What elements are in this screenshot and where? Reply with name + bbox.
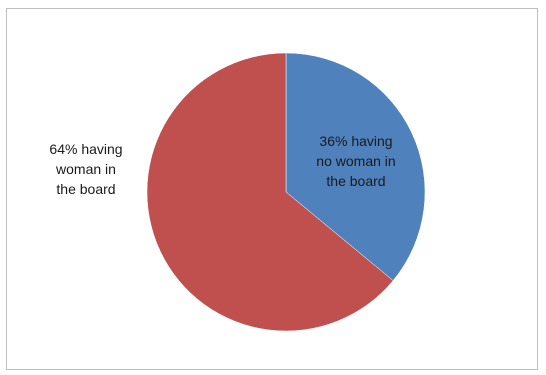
slice-label-line: no woman in bbox=[316, 153, 395, 169]
slice-label-line: 64% having bbox=[49, 141, 122, 157]
slice-label-line: the board bbox=[326, 173, 385, 189]
slice-label-line: 36% having bbox=[319, 133, 392, 149]
slice-label-1: 36% having no woman in the board bbox=[316, 133, 395, 189]
pie-slice-1 bbox=[285, 52, 426, 281]
slice-label-line: woman in bbox=[55, 161, 116, 177]
pie-slice-2 bbox=[146, 52, 394, 332]
slice-label-2: 64% having woman in the board bbox=[49, 141, 122, 197]
pie-slices bbox=[146, 52, 426, 332]
slice-label-line: the board bbox=[56, 181, 115, 197]
